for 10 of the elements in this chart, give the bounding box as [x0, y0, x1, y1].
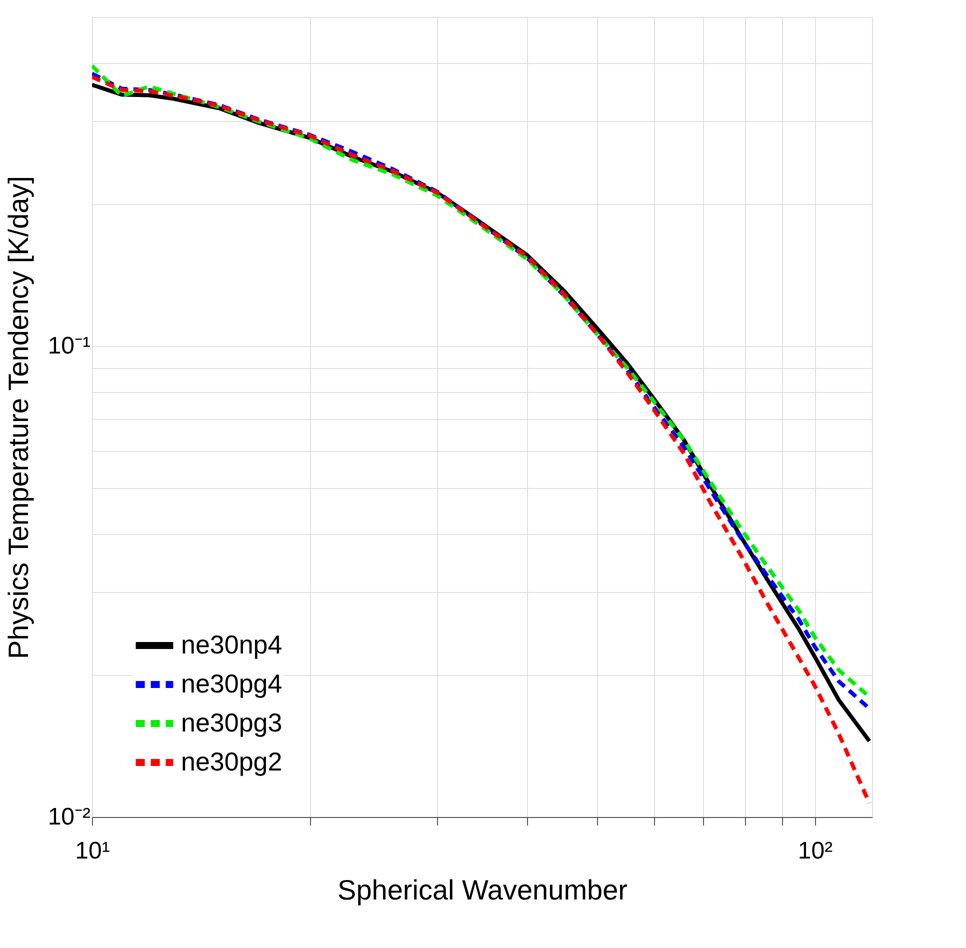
y-tick-label: 10⁻¹	[48, 332, 91, 360]
x-tick-label: 10¹	[75, 838, 110, 864]
y-tick-label: 10⁻²	[48, 804, 91, 830]
y-axis-title: Physics Temperature Tendency [K/day]	[2, 176, 34, 659]
x-axis-title: Spherical Wavenumber	[338, 874, 628, 906]
legend-label: ne30pg4	[181, 668, 282, 698]
legend-label: ne30np4	[181, 630, 282, 660]
legend-label: ne30pg2	[181, 746, 282, 776]
legend-label: ne30pg3	[181, 708, 282, 738]
x-tick-label: 10²	[798, 838, 833, 864]
